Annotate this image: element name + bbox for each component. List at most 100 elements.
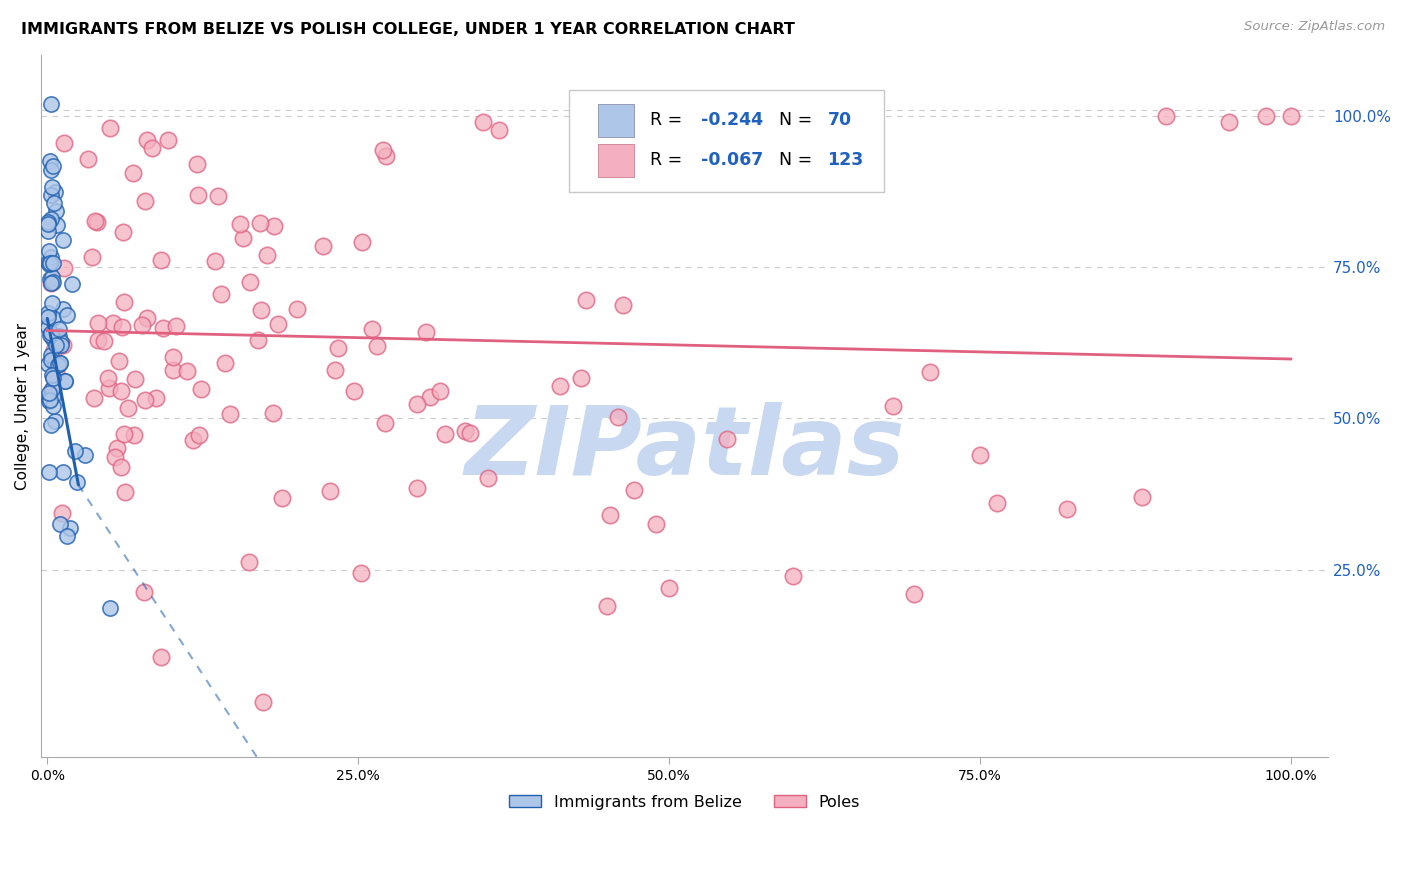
Text: -0.067: -0.067	[702, 152, 763, 169]
Point	[65, 443, 87, 458]
Point	[65, 475, 87, 489]
Point	[37, 357, 59, 371]
Point	[238, 556, 260, 570]
Legend: Immigrants from Belize, Poles: Immigrants from Belize, Poles	[503, 789, 866, 816]
Point	[42, 255, 65, 269]
Point	[38, 386, 60, 401]
Point	[38, 465, 60, 479]
Point	[52, 302, 75, 317]
Point	[454, 424, 477, 438]
Point	[114, 484, 136, 499]
Point	[98, 601, 121, 615]
Point	[42, 370, 65, 384]
Point	[87, 333, 110, 347]
Point	[45, 365, 67, 379]
Point	[111, 319, 134, 334]
Point	[93, 334, 115, 348]
Point	[39, 211, 62, 226]
Point	[52, 233, 75, 247]
Point	[41, 382, 63, 396]
Point	[477, 471, 499, 485]
Point	[246, 333, 269, 347]
Point	[181, 433, 204, 447]
Point	[98, 381, 121, 395]
Point	[262, 406, 284, 420]
Point	[38, 154, 60, 169]
Point	[131, 318, 153, 333]
Text: N =: N =	[779, 112, 817, 129]
Point	[328, 341, 350, 355]
Point	[271, 491, 294, 506]
Point	[44, 356, 66, 370]
Point	[45, 337, 67, 351]
Point	[122, 166, 145, 180]
Point	[86, 214, 108, 228]
Point	[98, 120, 121, 135]
Point	[575, 293, 598, 307]
Point	[188, 428, 211, 442]
Point	[645, 516, 668, 531]
Text: R =: R =	[650, 112, 688, 129]
Point	[135, 311, 157, 326]
Point	[39, 326, 62, 340]
Point	[41, 270, 63, 285]
Point	[434, 426, 457, 441]
Point	[51, 506, 73, 520]
Point	[51, 465, 73, 479]
Point	[83, 391, 105, 405]
Point	[42, 332, 65, 346]
Point	[39, 353, 62, 368]
Point	[488, 123, 510, 137]
Point	[39, 271, 62, 285]
Point	[42, 399, 65, 413]
Point	[60, 277, 83, 291]
Point	[112, 295, 135, 310]
Point	[606, 409, 628, 424]
Point	[37, 310, 59, 324]
Point	[419, 390, 441, 404]
Point	[41, 384, 63, 398]
Point	[1130, 490, 1153, 504]
Point	[716, 433, 738, 447]
Point	[596, 129, 619, 144]
Point	[152, 321, 174, 335]
Point	[49, 356, 72, 370]
Point	[46, 218, 69, 232]
Point	[132, 585, 155, 599]
Point	[134, 194, 156, 208]
Point	[176, 364, 198, 378]
Point	[41, 329, 63, 343]
Point	[41, 180, 63, 194]
Point	[53, 260, 76, 275]
Point	[252, 696, 274, 710]
Point	[249, 216, 271, 230]
Point	[104, 450, 127, 464]
Point	[39, 163, 62, 178]
Point	[352, 235, 374, 249]
Point	[374, 149, 396, 163]
Text: N =: N =	[779, 152, 817, 169]
Point	[969, 448, 991, 462]
Point	[110, 460, 132, 475]
Point	[39, 327, 62, 342]
Point	[41, 295, 63, 310]
Point	[1279, 109, 1302, 123]
Point	[110, 384, 132, 398]
Point	[41, 368, 63, 382]
Point	[548, 379, 571, 393]
Point	[458, 426, 481, 441]
Point	[117, 401, 139, 415]
Point	[658, 581, 681, 595]
Point	[49, 334, 72, 349]
Point	[371, 143, 394, 157]
Point	[51, 338, 73, 352]
Point	[149, 252, 172, 267]
Point	[145, 391, 167, 405]
Point	[232, 231, 254, 245]
Point	[406, 481, 429, 495]
Point	[429, 384, 451, 398]
Point	[135, 133, 157, 147]
Point	[1218, 114, 1240, 128]
Point	[1156, 109, 1178, 123]
Point	[156, 133, 179, 147]
